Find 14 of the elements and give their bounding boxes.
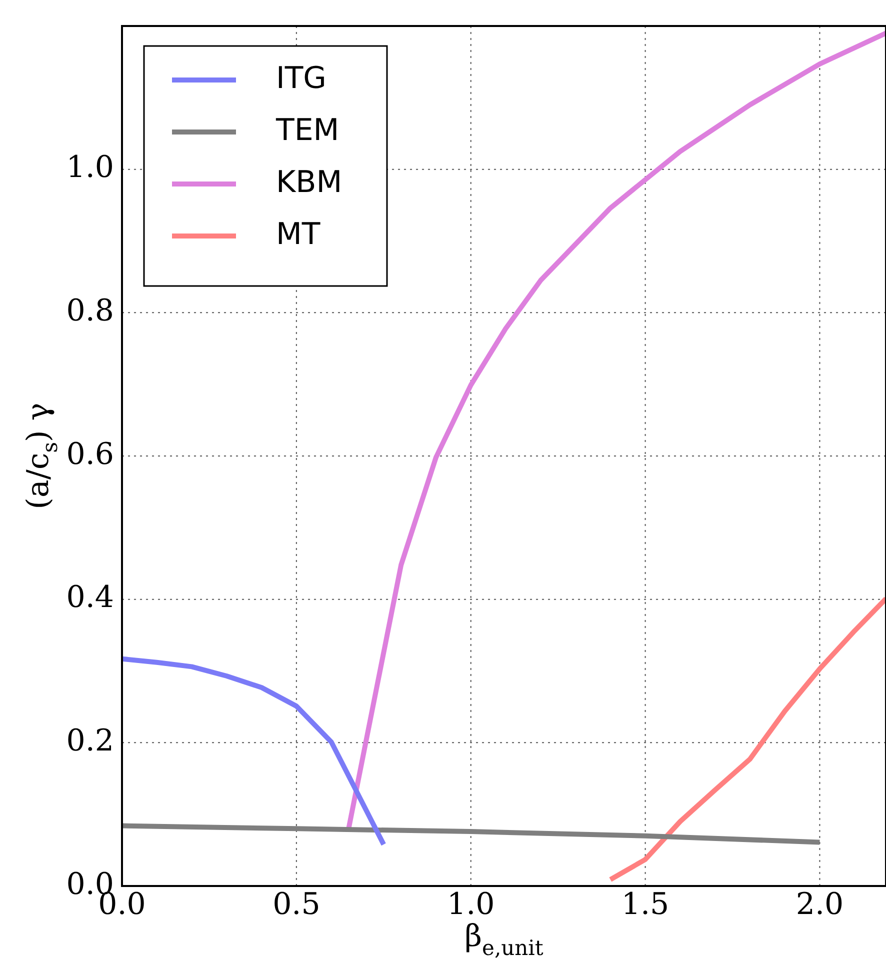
legend-label: TEM [275,112,340,148]
y-tick-label: 0.4 [66,580,114,616]
y-axis-title: (a/cs) γ [21,402,62,510]
y-tick-label: 0.6 [66,436,114,472]
x-tick-label: 0.5 [272,886,320,922]
y-tick-label: 0.2 [66,723,114,758]
x-tick-label: 1.0 [447,886,495,922]
y-tick-label: 1.0 [66,150,114,186]
legend-label: ITG [276,60,326,96]
y-tick-label: 0.8 [66,293,114,328]
x-tick-label: 1.5 [621,886,670,922]
legend-label: MT [276,216,321,252]
x-tick-label: 2.0 [796,886,844,922]
legend-label: KBM [276,164,342,200]
